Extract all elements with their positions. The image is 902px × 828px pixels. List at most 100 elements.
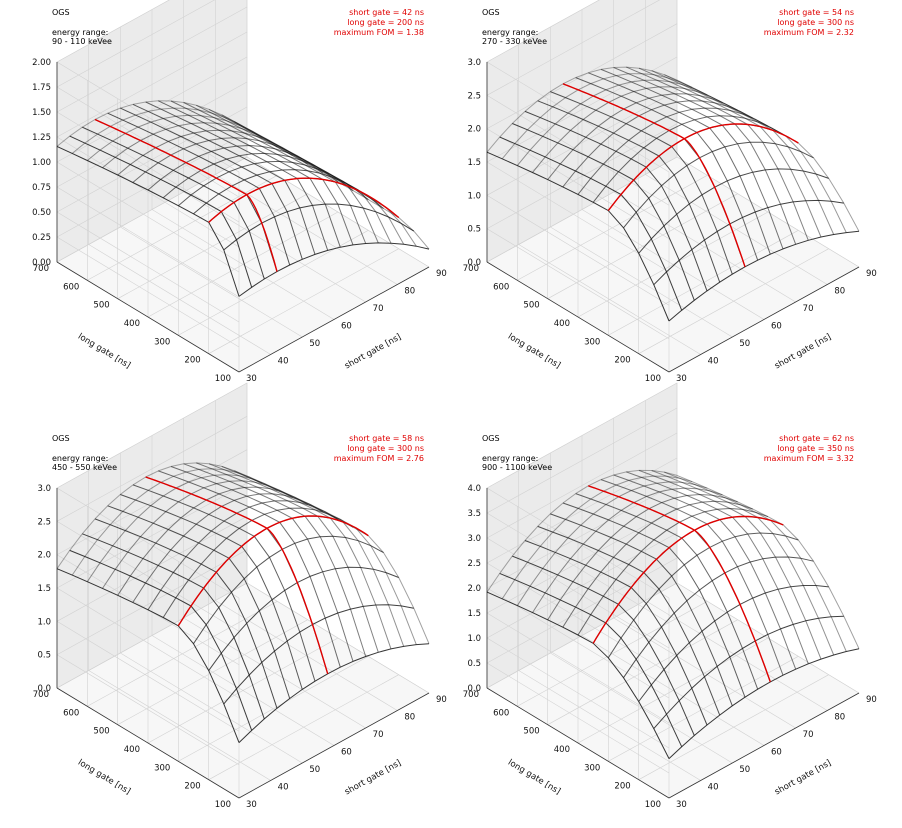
optimum-lines — [145, 476, 369, 674]
x-tick-label: 60 — [341, 748, 352, 758]
surface-line-short-gate — [120, 494, 303, 690]
surface-line-short-gate — [512, 555, 695, 736]
chart-panel-3: 30 40 50 60 70 80 90 100 200 300 400 500 600 700 0.0 0.… — [0, 382, 447, 826]
z-tick-label: 2.5 — [467, 559, 481, 569]
surface-wireframe — [486, 469, 860, 759]
y-tick-label: 700 — [463, 690, 479, 700]
y-tick-label: 200 — [184, 356, 200, 366]
y-tick-label: 700 — [463, 264, 479, 274]
y-axis-title: long gate [ns] — [76, 332, 132, 371]
surface-line-short-gate — [550, 91, 733, 275]
z-tick-label: 0.0 — [467, 684, 481, 694]
surface-line-long-gate — [162, 507, 354, 618]
surface-line-long-gate — [623, 141, 814, 229]
energy-range-value: 450 - 550 keVee — [52, 463, 118, 472]
surface-line-long-gate — [177, 160, 369, 207]
y-tick-label: 200 — [614, 782, 630, 792]
surface-line-short-gate — [524, 110, 708, 292]
surface-line-long-gate — [638, 168, 829, 254]
surface-line-long-gate — [562, 100, 754, 188]
surface-line-short-gate — [537, 100, 721, 283]
surface-line-short-gate — [664, 471, 847, 652]
x-tick-label: 80 — [404, 287, 415, 297]
y-tick-label: 300 — [584, 337, 600, 347]
x-tick-label: 50 — [739, 339, 750, 349]
surface-line-short-gate — [651, 70, 835, 235]
surface-line-long-gate — [86, 474, 278, 582]
surface-line-short-gate — [132, 484, 316, 682]
z-tick-label: 1.5 — [37, 584, 51, 594]
surface-line-short-gate — [196, 462, 379, 653]
surface-line-long-gate — [193, 535, 384, 644]
surface-line-long-gate — [516, 481, 708, 606]
x-tick-label: 50 — [309, 339, 320, 349]
axes — [56, 62, 430, 373]
z-tick-label: 0.25 — [32, 233, 51, 243]
z-tick-label: 0.5 — [467, 659, 481, 669]
surface-line-short-gate — [562, 502, 746, 698]
x-tick-label: 30 — [676, 374, 687, 384]
z-tick-label: 0.5 — [37, 651, 51, 661]
energy-range-value: 270 - 330 keVee — [482, 37, 548, 46]
x-tick-label: 90 — [866, 695, 877, 705]
y-tick-label: 200 — [614, 356, 630, 366]
x-tick-label: 60 — [771, 748, 782, 758]
surface-line-long-gate — [102, 122, 293, 169]
z-tick-label: 2.0 — [37, 551, 51, 561]
surface-line-short-gate — [575, 77, 759, 261]
surface-line-short-gate — [158, 470, 341, 668]
surface-line-long-gate — [547, 494, 738, 621]
z-tick-label: 1.0 — [467, 191, 481, 201]
surface-line-long-gate — [193, 169, 384, 215]
z-tick-label: 4.0 — [467, 484, 481, 494]
y-tick-label: 100 — [645, 800, 661, 810]
best-long-gate-label: long gate = 350 ns — [777, 444, 854, 453]
surface-line-long-gate — [592, 115, 784, 203]
surface-line-short-gate — [664, 74, 847, 233]
surface-line-short-gate — [107, 505, 291, 699]
best-long-gate-line — [208, 177, 400, 223]
z-tick-label: 1.0 — [37, 617, 51, 627]
z-tick-label: 1.75 — [32, 83, 51, 93]
surface-line-short-gate — [575, 493, 759, 690]
surface-line-short-gate — [613, 474, 797, 670]
y-tick-label: 700 — [33, 264, 49, 274]
x-tick-label: 40 — [708, 357, 719, 367]
x-tick-label: 70 — [803, 304, 814, 314]
y-tick-label: 200 — [184, 782, 200, 792]
z-tick-label: 3.0 — [37, 484, 51, 494]
optimum-lines — [94, 118, 400, 272]
max-fom-label: maximum FOM = 2.76 — [333, 454, 424, 463]
x-tick-label: 90 — [436, 269, 447, 279]
x-axis-line — [238, 692, 430, 799]
x-axis-line — [668, 692, 860, 799]
x-tick-label: 40 — [278, 783, 289, 793]
z-tick-label: 1.5 — [467, 609, 481, 619]
surface-line-short-gate — [638, 67, 822, 238]
surface-line-long-gate — [117, 486, 308, 596]
x-axis-title: short gate [ns] — [343, 332, 403, 371]
surface-line-long-gate — [562, 500, 753, 628]
surface-line-short-gate — [183, 463, 367, 657]
best-long-gate-line — [592, 515, 784, 644]
y-axis-line — [56, 687, 240, 799]
y-axis-title: long gate [ns] — [506, 332, 562, 371]
chart-panel-4: 30 40 50 60 70 80 90 100 200 300 400 500 600 700 0.0 0.… — [430, 382, 877, 826]
axis-panes — [486, 0, 860, 373]
energy-range-heading: energy range: — [482, 454, 539, 463]
surface-wireframe — [486, 66, 860, 322]
x-tick-label: 70 — [373, 304, 384, 314]
surface-line-short-gate — [626, 66, 809, 241]
surface-line-short-gate — [600, 68, 784, 250]
surface-line-long-gate — [638, 585, 829, 702]
y-tick-label: 600 — [63, 282, 79, 292]
axes — [56, 488, 430, 799]
dataset-label: OGS — [52, 8, 70, 17]
z-tick-label: 1.0 — [467, 634, 481, 644]
best-short-gate-label: short gate = 58 ns — [349, 434, 424, 443]
surface-line-short-gate — [234, 470, 417, 645]
